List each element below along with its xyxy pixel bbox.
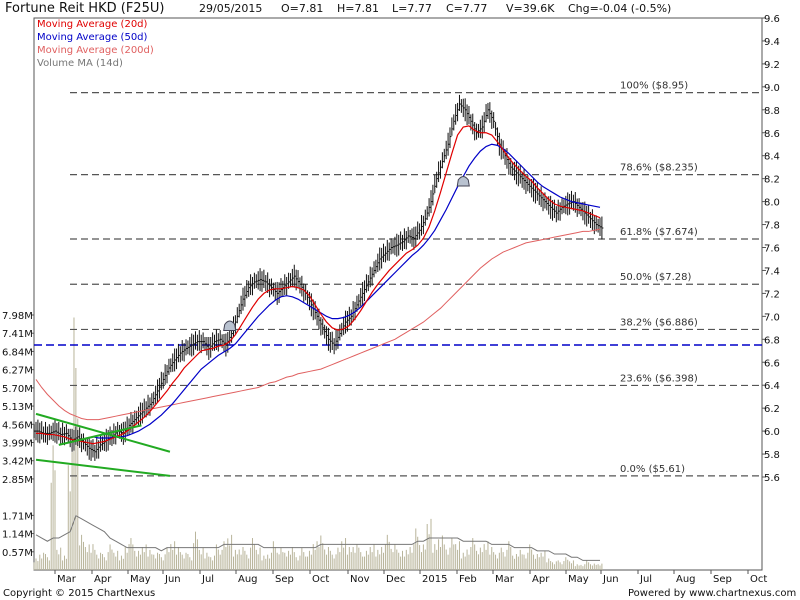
volume-tick-label: 5.70M — [2, 384, 33, 395]
volume-tick-label: 4.56M — [2, 420, 33, 431]
chart-title: Fortune Reit HKD (F25U) — [5, 1, 165, 16]
fib-label: 50.0% ($7.28) — [620, 272, 691, 283]
price-tick-label: 9.6 — [764, 14, 780, 25]
price-tick-label: 7.8 — [764, 221, 780, 232]
volume-tick-label: 7.98M — [2, 311, 33, 322]
copyright-text: Copyright © 2015 ChartNexus — [3, 588, 156, 599]
price-tick-label: 8.2 — [764, 175, 780, 186]
x-tick-label: Oct — [312, 574, 329, 585]
x-tick-label: Dec — [386, 574, 405, 585]
price-tick-label: 8.4 — [764, 152, 780, 163]
volume-tick-label: 5.13M — [2, 402, 33, 413]
volume-bars — [33, 317, 603, 570]
header-open: O=7.81 — [281, 2, 324, 15]
x-tick-label: Sep — [713, 574, 732, 585]
x-tick-label: Jul — [201, 574, 214, 585]
legend-ma200: Moving Average (200d) — [37, 45, 154, 56]
x-tick-label: May — [568, 574, 589, 585]
legend-ma50: Moving Average (50d) — [37, 32, 148, 43]
header-date: 29/05/2015 — [199, 2, 263, 15]
ma200-line — [35, 228, 601, 421]
price-tick-label: 7.2 — [764, 289, 780, 300]
bell-marker-icon — [223, 320, 237, 332]
fib-label: 38.2% ($6.886) — [620, 317, 698, 328]
x-tick-label: Apr — [94, 574, 112, 585]
price-tick-label: 8.0 — [764, 198, 780, 209]
trendline — [35, 458, 171, 477]
header-high: H=7.81 — [337, 2, 379, 15]
volume-tick-label: 3.99M — [2, 439, 33, 450]
price-tick-label: 5.6 — [764, 473, 780, 484]
axes: 9.6 9.4 9.2 9.0 8.8 8.6 8.4 8.2 8.0 7.8 7.6 7.4 7.2 7… — [2, 14, 780, 585]
price-tick-label: 6.0 — [764, 427, 780, 438]
x-tick-label: Nov — [350, 574, 370, 585]
ma50-line — [92, 143, 601, 439]
volume-ma-line — [35, 514, 600, 561]
x-tick-label: Aug — [238, 574, 258, 585]
legend-ma20: Moving Average (20d) — [37, 19, 148, 30]
x-tick-label: Oct — [750, 574, 767, 585]
fib-label: 100% ($8.95) — [620, 81, 688, 92]
price-tick-label: 6.8 — [764, 335, 780, 346]
price-tick-label: 9.2 — [764, 60, 780, 71]
fib-label: 0.0% ($5.61) — [620, 464, 685, 475]
volume-tick-label: 6.84M — [2, 347, 33, 358]
header-volume: V=39.6K — [506, 2, 555, 15]
legend-volume-ma: Volume MA (14d) — [37, 58, 123, 69]
price-tick-label: 6.4 — [764, 381, 780, 392]
fib-label: 23.6% ($6.398) — [620, 373, 698, 384]
volume-tick-label: 1.14M — [2, 530, 33, 541]
x-tick-label: Mar — [495, 574, 515, 585]
price-tick-label: 9.0 — [764, 83, 780, 94]
volume-tick-label: 7.41M — [2, 329, 33, 340]
header-change: Chg=-0.04 (-0.5%) — [568, 2, 672, 15]
price-tick-label: 7.6 — [764, 244, 780, 255]
trendline — [58, 424, 142, 446]
price-tick-label: 6.2 — [764, 404, 780, 415]
price-tick-label: 7.0 — [764, 312, 780, 323]
header-close: C=7.77 — [446, 2, 488, 15]
x-tick-label: Feb — [459, 574, 477, 585]
fib-label: 61.8% ($7.674) — [620, 227, 698, 238]
plot-frame — [33, 17, 763, 571]
x-tick-label: Mar — [57, 574, 77, 585]
volume-tick-label: 6.27M — [2, 366, 33, 377]
x-tick-label: May — [130, 574, 151, 585]
x-tick-label: Sep — [275, 574, 294, 585]
price-tick-label: 5.8 — [764, 450, 780, 461]
volume-tick-label: 2.85M — [2, 475, 33, 486]
trendlines — [35, 412, 171, 477]
x-tick-label: 2015 — [422, 574, 447, 585]
volume-tick-label: 3.42M — [2, 457, 33, 468]
fib-label: 78.6% ($8.235) — [620, 163, 698, 174]
price-tick-label: 6.6 — [764, 358, 780, 369]
trendline — [35, 412, 171, 453]
header-low: L=7.77 — [392, 2, 432, 15]
x-tick-label: Jul — [639, 574, 652, 585]
x-tick-label: Aug — [676, 574, 696, 585]
price-tick-label: 9.4 — [764, 37, 780, 48]
volume-tick-label: 1.71M — [2, 511, 33, 522]
powered-by-link[interactable]: Powered by www.chartnexus.com — [628, 588, 797, 599]
x-tick-label: Jun — [164, 574, 181, 585]
price-tick-label: 7.4 — [764, 266, 780, 277]
x-tick-label: Apr — [532, 574, 550, 585]
x-tick-label: Jun — [602, 574, 619, 585]
price-tick-label: 8.6 — [764, 129, 780, 140]
price-tick-label: 8.8 — [764, 106, 780, 117]
volume-tick-label: 0.57M — [2, 548, 33, 559]
bell-marker-icon — [456, 175, 470, 187]
price-bars — [33, 94, 604, 461]
